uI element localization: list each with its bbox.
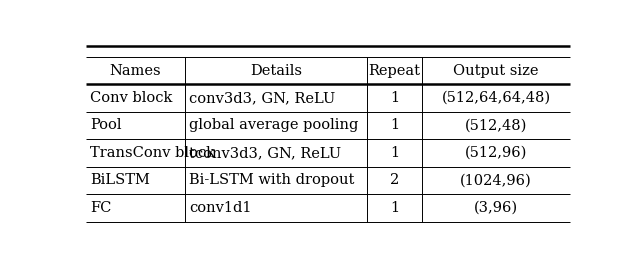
Text: global average pooling: global average pooling bbox=[189, 118, 358, 133]
Text: Repeat: Repeat bbox=[369, 63, 420, 77]
Text: 1: 1 bbox=[390, 201, 399, 215]
Text: Output size: Output size bbox=[454, 63, 539, 77]
Text: BiLSTM: BiLSTM bbox=[90, 173, 150, 188]
Text: 2: 2 bbox=[390, 173, 399, 188]
Text: (512,48): (512,48) bbox=[465, 118, 527, 133]
Text: (512,64,64,48): (512,64,64,48) bbox=[442, 91, 551, 105]
Text: (3,96): (3,96) bbox=[474, 201, 518, 215]
Text: (512,96): (512,96) bbox=[465, 146, 527, 160]
Text: FC: FC bbox=[90, 201, 111, 215]
Text: tconv3d3, GN, ReLU: tconv3d3, GN, ReLU bbox=[189, 146, 341, 160]
Text: conv3d3, GN, ReLU: conv3d3, GN, ReLU bbox=[189, 91, 335, 105]
Text: Details: Details bbox=[250, 63, 302, 77]
Text: 1: 1 bbox=[390, 118, 399, 133]
Text: 1: 1 bbox=[390, 91, 399, 105]
Text: Conv block: Conv block bbox=[90, 91, 172, 105]
Text: (1024,96): (1024,96) bbox=[460, 173, 532, 188]
Text: Names: Names bbox=[109, 63, 161, 77]
Text: TransConv block: TransConv block bbox=[90, 146, 215, 160]
Text: Pool: Pool bbox=[90, 118, 122, 133]
Text: Bi-LSTM with dropout: Bi-LSTM with dropout bbox=[189, 173, 355, 188]
Text: conv1d1: conv1d1 bbox=[189, 201, 252, 215]
Text: 1: 1 bbox=[390, 146, 399, 160]
